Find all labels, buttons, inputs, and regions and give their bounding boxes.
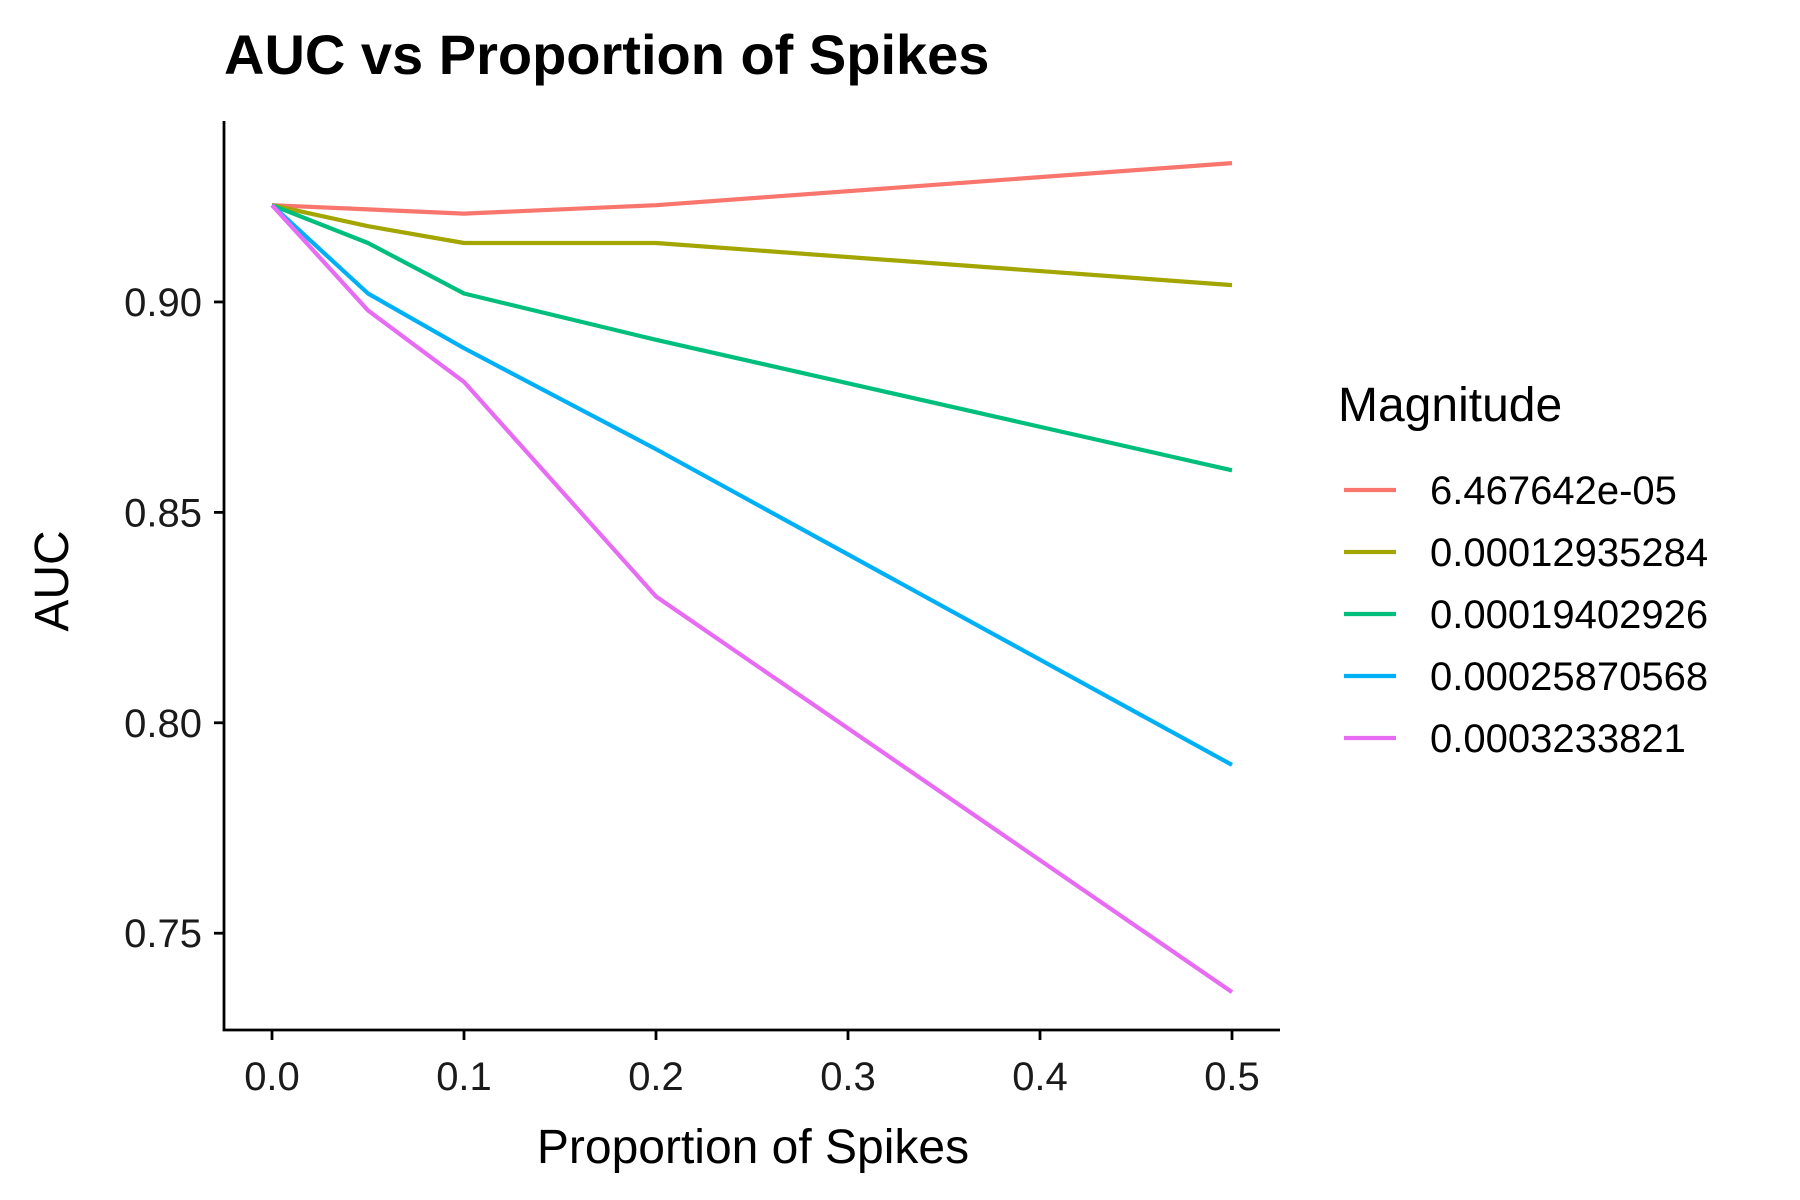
x-tick-label: 0.3 [820, 1055, 876, 1099]
legend-label: 0.00025870568 [1430, 655, 1708, 699]
legend: Magnitude 6.467642e-05 0.00012935284 0.000… [1338, 379, 1708, 761]
legend-items: 6.467642e-05 0.00012935284 0.00019402926 0.… [1344, 469, 1708, 761]
y-tick-label: 0.85 [124, 491, 202, 535]
y-axis-title: AUC [26, 530, 79, 631]
series-line-2 [271, 203, 1233, 288]
legend-item: 6.467642e-05 [1344, 469, 1677, 513]
y-axis-ticks: 0.75 0.80 0.85 0.90 [124, 281, 224, 956]
series-line-3 [271, 203, 1233, 473]
legend-item: 0.00025870568 [1344, 655, 1708, 699]
x-tick-label: 0.0 [244, 1055, 300, 1099]
legend-item: 0.0003233821 [1344, 717, 1686, 761]
legend-label: 0.0003233821 [1430, 717, 1686, 761]
legend-label: 0.00012935284 [1430, 531, 1708, 575]
x-tick-label: 0.1 [436, 1055, 492, 1099]
series-group [270, 161, 1234, 994]
series-line-5 [270, 203, 1234, 994]
x-tick-label: 0.5 [1204, 1055, 1260, 1099]
x-tick-label: 0.2 [628, 1055, 684, 1099]
series-line-4 [270, 203, 1234, 767]
legend-title: Magnitude [1338, 379, 1562, 432]
y-tick-label: 0.90 [124, 281, 202, 325]
legend-item: 0.00012935284 [1344, 531, 1708, 575]
y-tick-label: 0.80 [124, 702, 202, 746]
x-tick-label: 0.4 [1012, 1055, 1068, 1099]
legend-label: 6.467642e-05 [1430, 469, 1677, 513]
plot-area: 0.0 0.1 0.2 0.3 0.4 0.5 0.75 0.80 0.85 0.90 [124, 121, 1280, 1099]
series-line-1 [271, 161, 1233, 216]
x-axis-ticks: 0.0 0.1 0.2 0.3 0.4 0.5 [244, 1030, 1260, 1099]
chart-title: AUC vs Proportion of Spikes [224, 23, 989, 86]
x-axis-title: Proportion of Spikes [537, 1121, 969, 1174]
y-tick-label: 0.75 [124, 912, 202, 956]
legend-item: 0.00019402926 [1344, 593, 1708, 637]
legend-label: 0.00019402926 [1430, 593, 1708, 637]
